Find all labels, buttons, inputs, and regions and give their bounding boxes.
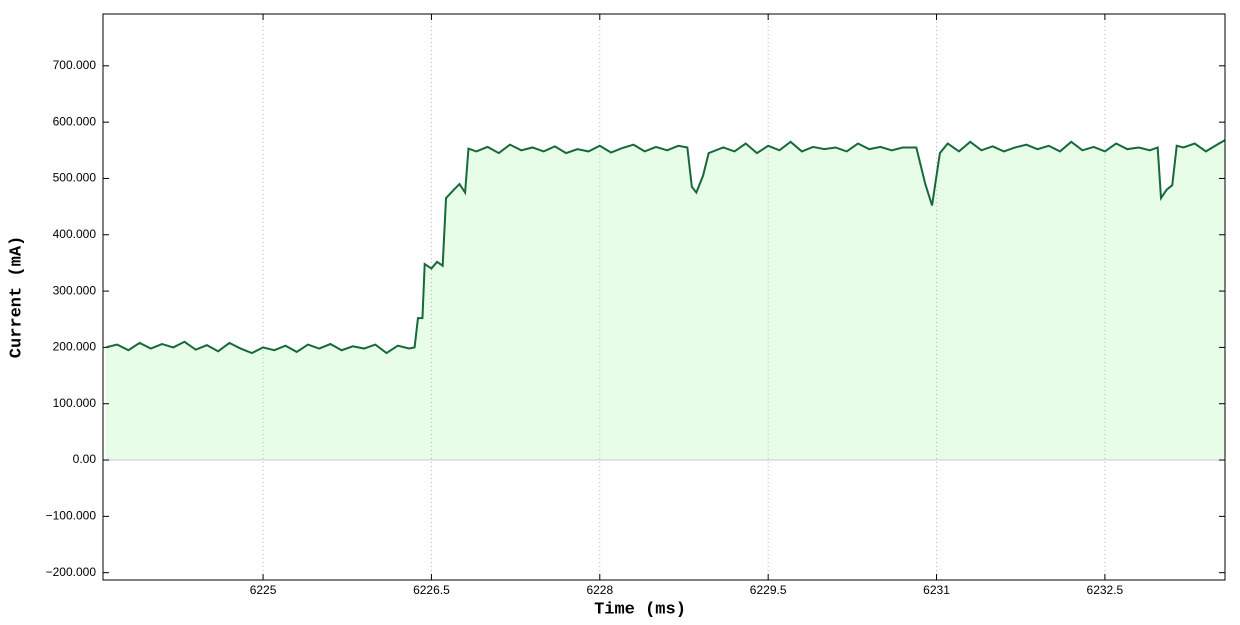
y-tick-label: 300.000 — [53, 283, 97, 297]
y-tick-label: 200.000 — [53, 340, 97, 354]
y-tick-label: −200.000 — [46, 565, 97, 579]
plot-frame — [102, 13, 1226, 581]
area-fill — [105, 140, 1226, 461]
x-tick-label: 6226.5 — [413, 583, 450, 597]
x-tick-label: 6228 — [586, 583, 613, 597]
y-tick-label: 100.000 — [53, 396, 97, 410]
x-tick-label: 6229.5 — [750, 583, 787, 597]
x-tick-label: 6231 — [923, 583, 950, 597]
y-axis-title: Current (mA) — [7, 236, 26, 358]
y-tick-label: 600.000 — [53, 114, 97, 128]
y-tick-label: −100.000 — [46, 509, 97, 523]
data-line — [105, 139, 1226, 355]
x-tick-label: 6225 — [250, 583, 277, 597]
y-tick-label: 400.000 — [53, 227, 97, 241]
y-tick-label: 0.00 — [73, 452, 97, 466]
x-axis-title: Time (ms) — [594, 600, 686, 619]
y-tick-label: 500.000 — [53, 171, 97, 185]
y-tick-label: 700.000 — [53, 58, 97, 72]
x-tick-label: 6232.5 — [1087, 583, 1124, 597]
